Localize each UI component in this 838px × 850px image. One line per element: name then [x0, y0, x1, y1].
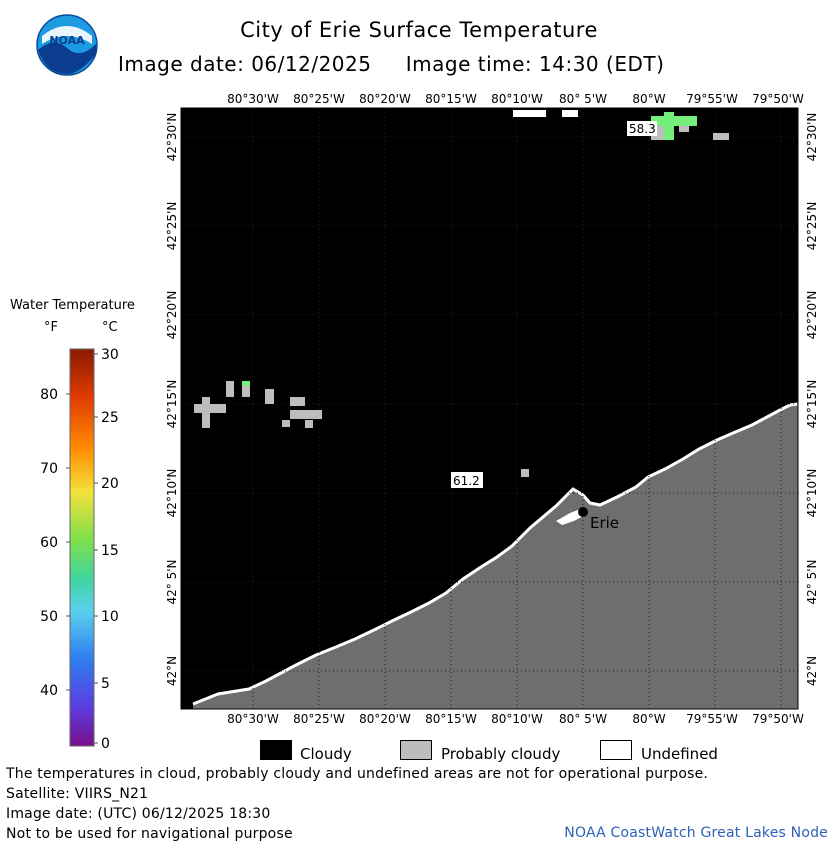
- temp-label-box: [451, 472, 483, 488]
- satellite-text: Satellite: VIIRS_N21: [6, 786, 149, 802]
- lat-labels-left: 42°30'N 42°25'N 42°20'N 42°15'N 42°10'N …: [165, 113, 179, 687]
- lat-label: 42°30'N: [165, 113, 179, 162]
- lon-label: 80°25'W: [293, 712, 345, 726]
- c-tick: 15: [101, 543, 119, 559]
- lon-label: 80°20'W: [359, 92, 411, 106]
- lat-label: 42°N: [805, 656, 819, 686]
- c-tick: 30: [101, 347, 119, 363]
- lon-label: 80° 5'W: [559, 712, 607, 726]
- lat-label: 42° 5'N: [165, 560, 179, 605]
- lon-label: 80°W: [632, 92, 665, 106]
- image-datetime: Image date: 06/12/2025 Image time: 14:30…: [118, 52, 665, 76]
- c-tick: 25: [101, 410, 119, 426]
- color-bar: [69, 348, 95, 747]
- f-tick: 60: [40, 535, 58, 551]
- lat-label: 42°20'N: [805, 291, 819, 340]
- lon-label: 80°25'W: [293, 92, 345, 106]
- lon-label: 80°10'W: [491, 712, 543, 726]
- lon-label: 79°50'W: [752, 712, 804, 726]
- c-tick: 5: [101, 676, 110, 692]
- unit-celsius: °C: [102, 320, 118, 335]
- utc-date-text: Image date: (UTC) 06/12/2025 18:30: [6, 806, 271, 822]
- map-frame: [180, 107, 799, 710]
- lon-label: 80°15'W: [425, 92, 477, 106]
- c-tick-labels: 30 25 20 15 10 5 0: [101, 347, 119, 752]
- probably-cloudy-swatch: [400, 740, 432, 760]
- warm-water-patch: [651, 112, 697, 140]
- lat-label: 42°25'N: [805, 202, 819, 251]
- lat-label: 42°10'N: [165, 469, 179, 518]
- lat-label: 42°25'N: [165, 202, 179, 251]
- cloudy-label: Cloudy: [300, 745, 352, 763]
- lon-label: 80°15'W: [425, 712, 477, 726]
- c-tick: 20: [101, 476, 119, 492]
- lon-labels-top: 80°30'W 80°25'W 80°20'W 80°15'W 80°10'W …: [227, 92, 804, 106]
- lat-label: 42° 5'N: [805, 560, 819, 605]
- lat-label: 42°15'N: [805, 380, 819, 429]
- f-tick: 40: [40, 683, 58, 699]
- probably-cloudy-label: Probably cloudy: [441, 745, 561, 763]
- credit-text: NOAA CoastWatch Great Lakes Node: [564, 825, 828, 841]
- undefined-swatch: [600, 740, 632, 760]
- legend-title: Water Temperature: [10, 298, 135, 313]
- lon-label: 79°55'W: [686, 712, 738, 726]
- unit-fahrenheit: °F: [44, 320, 58, 335]
- lon-label: 80°30'W: [227, 92, 279, 106]
- f-tick: 70: [40, 461, 58, 477]
- noaa-logo: NOAA: [36, 14, 98, 80]
- page-title: City of Erie Surface Temperature: [240, 18, 598, 42]
- undefined-label: Undefined: [641, 745, 718, 763]
- f-tick: 80: [40, 387, 58, 403]
- lat-label: 42°20'N: [165, 291, 179, 340]
- temp-label-box: [627, 121, 657, 136]
- logo-text: NOAA: [49, 34, 85, 47]
- city-label: Erie: [590, 514, 619, 532]
- f-tick: 50: [40, 609, 58, 625]
- color-bar-ticks: [66, 353, 98, 744]
- warm-water-patch: [242, 381, 250, 386]
- lon-label: 79°50'W: [752, 92, 804, 106]
- lon-label: 80°20'W: [359, 712, 411, 726]
- lat-label: 42°10'N: [805, 469, 819, 518]
- lon-labels-bottom: 80°30'W 80°25'W 80°20'W 80°15'W 80°10'W …: [227, 712, 804, 726]
- probably-cloudy-patch: [194, 381, 529, 477]
- temp-label: 58.3: [629, 122, 656, 136]
- lon-label: 80°W: [632, 712, 665, 726]
- c-tick: 0: [101, 736, 110, 752]
- lon-label: 79°55'W: [686, 92, 738, 106]
- undefined-patch: [562, 110, 578, 117]
- coastline: [192, 402, 799, 706]
- lat-label: 42°15'N: [165, 380, 179, 429]
- navigation-warning: Not to be used for navigational purpose: [6, 826, 293, 842]
- f-tick-labels: 80 70 60 50 40: [40, 387, 58, 699]
- lon-label: 80°30'W: [227, 712, 279, 726]
- presque-isle: [556, 508, 585, 525]
- lat-label: 42°30'N: [805, 113, 819, 162]
- disclaimer-text: The temperatures in cloud, probably clou…: [6, 766, 709, 782]
- lon-label: 80°10'W: [491, 92, 543, 106]
- city-marker: [578, 507, 588, 517]
- lon-label: 80° 5'W: [559, 92, 607, 106]
- lat-labels-right: 42°30'N 42°25'N 42°20'N 42°15'N 42°10'N …: [805, 113, 819, 687]
- cloudy-swatch: [260, 740, 292, 760]
- temp-label: 61.2: [453, 474, 480, 488]
- c-tick: 10: [101, 609, 119, 625]
- graticule: [181, 108, 798, 709]
- undefined-patch: [513, 110, 546, 117]
- lat-label: 42°N: [165, 656, 179, 686]
